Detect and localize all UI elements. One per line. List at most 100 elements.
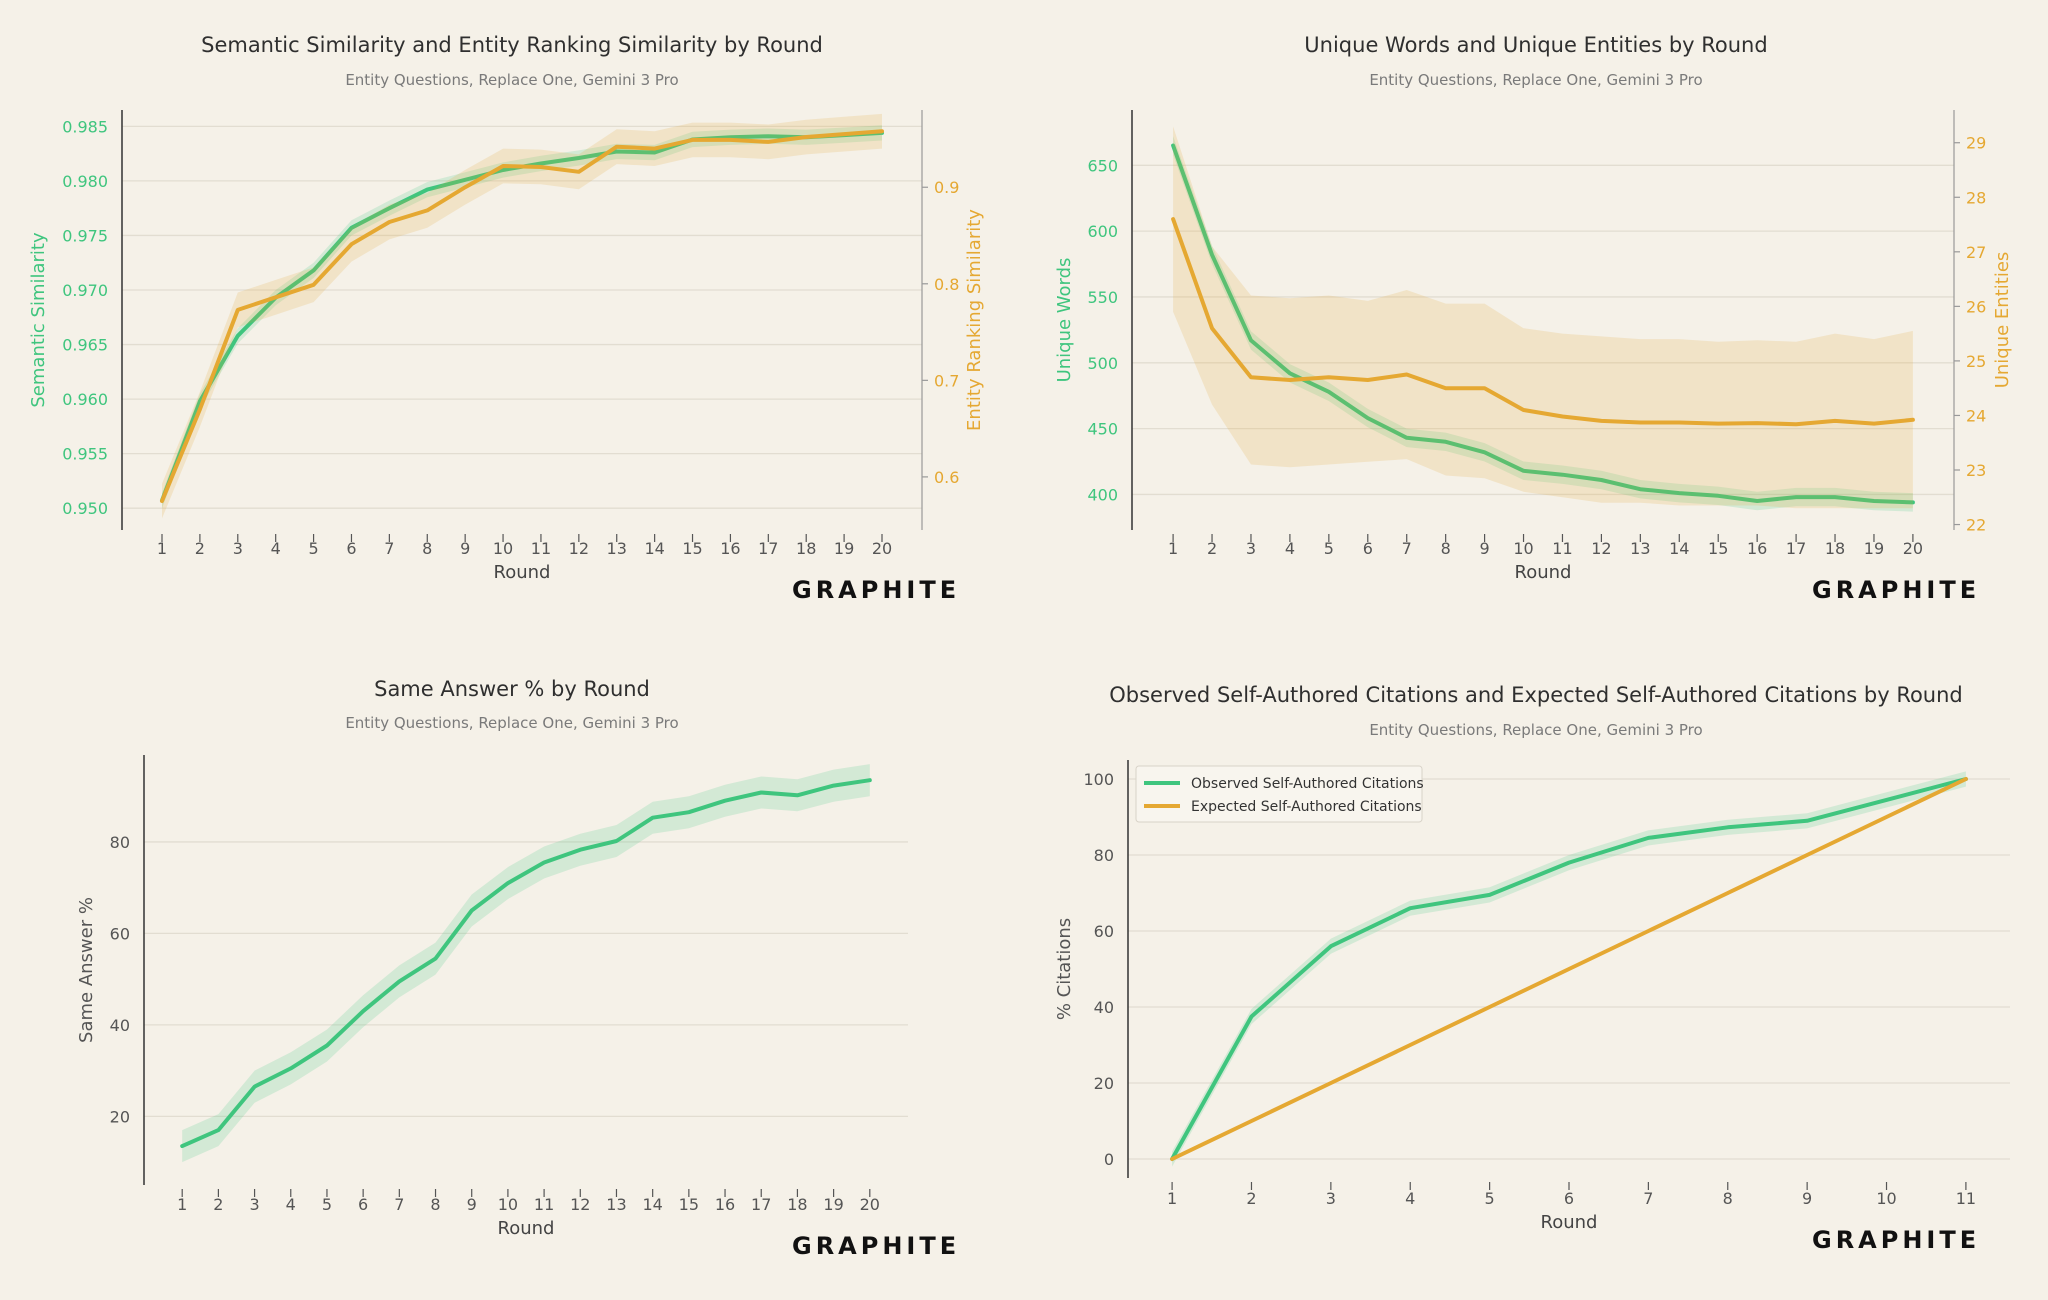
legend-box xyxy=(1135,765,1423,823)
x-tick-label: 18 xyxy=(1825,539,1845,558)
x-tick-label: 11 xyxy=(534,1195,554,1214)
y-tick-label: 0.980 xyxy=(62,172,108,191)
x-tick-label: 1 xyxy=(1168,539,1178,558)
x-tick-label: 17 xyxy=(751,1195,771,1214)
x-tick-label: 13 xyxy=(607,539,627,558)
x-tick-label: 16 xyxy=(715,1195,735,1214)
y-tick-label: 40 xyxy=(1094,998,1114,1017)
x-tick-label: 12 xyxy=(569,539,589,558)
x-tick-label: 2 xyxy=(213,1195,223,1214)
y-tick-label: 0.985 xyxy=(62,117,108,136)
x-tick-label: 17 xyxy=(1786,539,1806,558)
x-tick-label: 1 xyxy=(157,539,167,558)
x-tick-label: 6 xyxy=(1363,539,1373,558)
y-tick-label: 650 xyxy=(1087,156,1118,175)
chart-subtitle: Entity Questions, Replace One, Gemini 3 … xyxy=(1369,721,1702,739)
y-tick-label: 0.975 xyxy=(62,226,108,245)
x-tick-label: 2 xyxy=(1246,1189,1256,1208)
x-tick-label: 7 xyxy=(384,539,394,558)
x-tick-label: 8 xyxy=(1441,539,1451,558)
x-tick-label: 3 xyxy=(1326,1189,1336,1208)
series-line-0 xyxy=(1171,143,1915,505)
y-axis-label: Semantic Similarity xyxy=(28,232,49,408)
x-tick-label: 15 xyxy=(1708,539,1728,558)
series-line-0 xyxy=(180,778,872,1149)
y2-tick-label: 23 xyxy=(1966,461,1986,480)
y-tick-label: 0.950 xyxy=(62,499,108,518)
x-tick-label: 15 xyxy=(679,1195,699,1214)
y2-tick-label: 25 xyxy=(1966,352,1986,371)
y-tick-label: 450 xyxy=(1087,420,1118,439)
x-tick-label: 15 xyxy=(682,539,702,558)
x-tick-label: 6 xyxy=(358,1195,368,1214)
series-line-0 xyxy=(160,130,884,503)
x-tick-label: 4 xyxy=(1285,539,1295,558)
x-tick-label: 9 xyxy=(1802,1189,1812,1208)
x-tick-label: 7 xyxy=(1643,1189,1653,1208)
chart-unique: Unique Words and Unique Entities by Roun… xyxy=(1054,33,2013,604)
chart-subtitle: Entity Questions, Replace One, Gemini 3 … xyxy=(345,714,678,732)
x-tick-label: 13 xyxy=(606,1195,626,1214)
x-tick-label: 3 xyxy=(233,539,243,558)
x-tick-label: 18 xyxy=(796,539,816,558)
x-tick-label: 9 xyxy=(1480,539,1490,558)
y2-tick-label: 0.6 xyxy=(934,468,959,487)
x-tick-label: 19 xyxy=(1864,539,1884,558)
y2-tick-label: 22 xyxy=(1966,516,1986,535)
x-tick-label: 5 xyxy=(1324,539,1334,558)
graphite-logo: GRAPHITE xyxy=(1812,576,1980,604)
x-tick-label: 2 xyxy=(1207,539,1217,558)
x-tick-label: 9 xyxy=(467,1195,477,1214)
x-tick-label: 19 xyxy=(834,539,854,558)
y2-axis-label: Unique Entities xyxy=(1992,252,2013,389)
y2-tick-label: 0.7 xyxy=(934,371,959,390)
y-tick-label: 80 xyxy=(1094,846,1114,865)
y-tick-label: 80 xyxy=(110,833,130,852)
chart-semantic: Semantic Similarity and Entity Ranking S… xyxy=(28,33,985,604)
y2-axis-label: Entity Ranking Similarity xyxy=(964,209,985,431)
y-tick-label: 0 xyxy=(1104,1150,1114,1169)
chart-citations: Observed Self-Authored Citations and Exp… xyxy=(1054,683,2010,1254)
y-tick-label: 20 xyxy=(110,1107,130,1126)
x-axis-label: Round xyxy=(1541,1212,1598,1233)
x-tick-label: 12 xyxy=(1591,539,1611,558)
y2-tick-label: 29 xyxy=(1966,134,1986,153)
series-band-0 xyxy=(1173,136,1913,512)
y-tick-label: 0.965 xyxy=(62,336,108,355)
x-tick-label: 8 xyxy=(1723,1189,1733,1208)
x-tick-label: 4 xyxy=(286,1195,296,1214)
chart-title: Semantic Similarity and Entity Ranking S… xyxy=(201,33,823,57)
x-tick-label: 13 xyxy=(1630,539,1650,558)
x-tick-label: 10 xyxy=(493,539,513,558)
x-tick-label: 5 xyxy=(1485,1189,1495,1208)
y-tick-label: 500 xyxy=(1087,354,1118,373)
y-axis-label: Unique Words xyxy=(1054,258,1075,383)
y-tick-label: 550 xyxy=(1087,288,1118,307)
y-tick-label: 0.960 xyxy=(62,390,108,409)
chart-title: Unique Words and Unique Entities by Roun… xyxy=(1304,33,1767,57)
y-tick-label: 60 xyxy=(110,924,130,943)
x-tick-label: 20 xyxy=(860,1195,880,1214)
y-axis-label: % Citations xyxy=(1054,918,1075,1020)
y-tick-label: 600 xyxy=(1087,222,1118,241)
x-tick-label: 9 xyxy=(460,539,470,558)
y2-tick-label: 0.8 xyxy=(934,275,959,294)
graphite-logo: GRAPHITE xyxy=(792,1232,960,1260)
series-band-1 xyxy=(162,113,882,519)
chart-title: Same Answer % by Round xyxy=(374,677,650,701)
x-tick-label: 14 xyxy=(644,539,664,558)
x-tick-label: 19 xyxy=(823,1195,843,1214)
chart-title: Observed Self-Authored Citations and Exp… xyxy=(1109,683,1963,707)
y-tick-label: 20 xyxy=(1094,1074,1114,1093)
y2-tick-label: 26 xyxy=(1966,297,1986,316)
legend-entry: Observed Self-Authored Citations xyxy=(1191,776,1424,792)
x-tick-label: 14 xyxy=(1669,539,1689,558)
x-tick-label: 1 xyxy=(177,1195,187,1214)
x-tick-label: 10 xyxy=(498,1195,518,1214)
x-tick-label: 18 xyxy=(787,1195,807,1214)
y2-tick-label: 24 xyxy=(1966,406,1986,425)
x-tick-label: 6 xyxy=(1564,1189,1574,1208)
x-tick-label: 10 xyxy=(1876,1189,1896,1208)
x-tick-label: 2 xyxy=(195,539,205,558)
